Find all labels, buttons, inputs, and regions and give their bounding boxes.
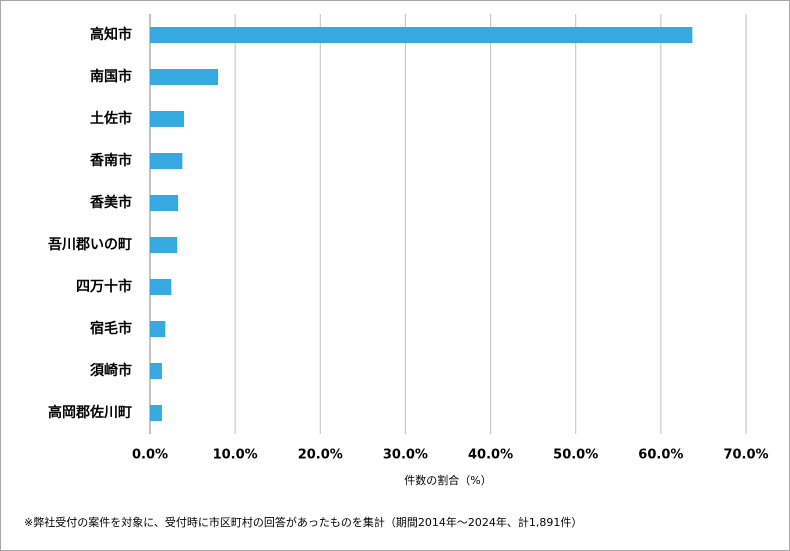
x-tick-label: 10.0% <box>213 448 258 463</box>
y-tick-label: 南国市 <box>90 68 132 85</box>
x-tick-label: 60.0% <box>638 448 683 463</box>
x-tick-label: 70.0% <box>723 448 768 463</box>
y-tick-label: 須崎市 <box>89 362 132 379</box>
bar <box>150 237 178 253</box>
y-tick-label: 四万十市 <box>76 278 132 295</box>
y-tick-label: 香南市 <box>89 152 132 169</box>
x-tick-label: 50.0% <box>553 448 598 463</box>
footnote: ※弊社受付の案件を対象に、受付時に市区町村の回答があったものを集計（期間2014… <box>24 515 582 529</box>
bar <box>150 27 693 43</box>
bar <box>150 279 172 295</box>
bar <box>150 111 185 127</box>
y-tick-label: 土佐市 <box>90 110 132 127</box>
y-tick-label: 宿毛市 <box>90 320 132 337</box>
bar <box>150 153 183 169</box>
y-tick-label: 香美市 <box>89 194 132 211</box>
y-tick-label: 高知市 <box>90 26 132 43</box>
x-axis-label: 件数の割合（%） <box>404 473 491 487</box>
x-tick-label: 40.0% <box>468 448 513 463</box>
bar <box>150 69 219 85</box>
bar <box>150 195 179 211</box>
x-tick-label: 0.0% <box>132 448 168 463</box>
y-tick-label: 高岡郡佐川町 <box>48 404 132 421</box>
x-tick-label: 30.0% <box>383 448 428 463</box>
bar <box>150 363 162 379</box>
bar <box>150 405 162 421</box>
x-tick-label: 20.0% <box>298 448 343 463</box>
y-tick-label: 吾川郡いの町 <box>48 237 132 253</box>
bar <box>150 321 166 337</box>
